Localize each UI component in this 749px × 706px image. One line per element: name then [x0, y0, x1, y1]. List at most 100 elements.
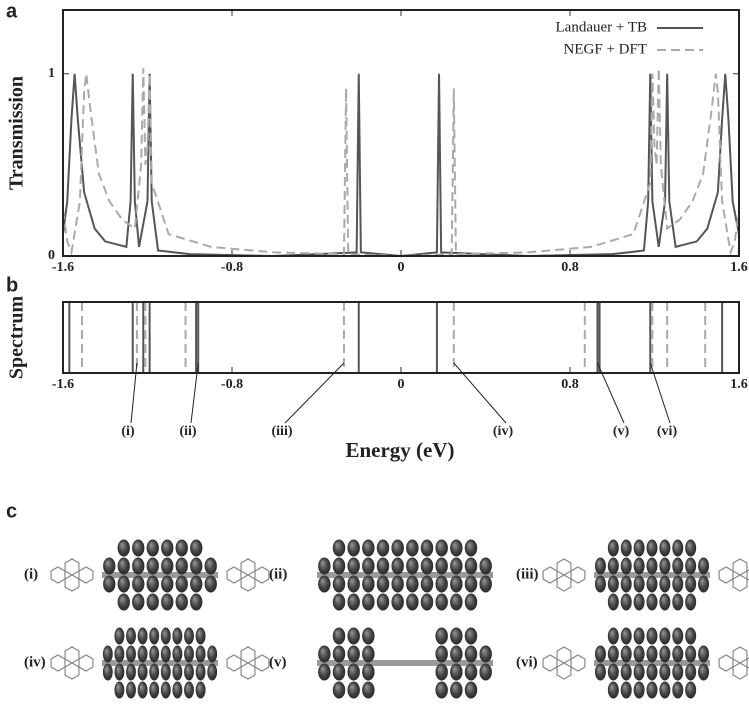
ring	[570, 654, 586, 672]
lobe	[672, 593, 684, 611]
ring	[570, 566, 586, 584]
lobe	[207, 645, 218, 663]
transmission-line	[62, 68, 740, 258]
lobe	[175, 539, 188, 557]
x-tick-label: -1.6	[52, 377, 74, 392]
x-tick-label: 1.6	[730, 377, 748, 392]
lobe	[318, 663, 331, 681]
lobe	[646, 593, 658, 611]
ring	[64, 558, 80, 576]
lobe	[672, 575, 684, 593]
ring	[240, 558, 256, 576]
lobe	[659, 627, 671, 645]
x-axis-label: Energy (eV)	[345, 438, 454, 462]
lobe	[391, 575, 404, 593]
x-tick-label: 0	[398, 377, 405, 392]
lobe	[114, 681, 125, 699]
lobe	[464, 645, 478, 663]
lobe	[146, 575, 159, 593]
annotation-label: (i)	[121, 424, 135, 439]
lobe	[184, 663, 194, 681]
ring	[746, 569, 749, 581]
ring	[226, 654, 242, 672]
lobe	[161, 593, 174, 611]
lobe	[190, 575, 203, 593]
lobe	[698, 575, 710, 593]
lobe	[464, 575, 478, 593]
lobe	[126, 681, 136, 699]
lobe	[464, 681, 478, 699]
lobe	[607, 681, 619, 699]
lobe	[137, 663, 148, 681]
lobe	[149, 627, 160, 645]
lobe	[347, 575, 360, 593]
lobe	[420, 557, 434, 575]
lobe	[332, 627, 346, 645]
annotation-label: (iii)	[272, 424, 293, 439]
ring	[50, 654, 66, 672]
annotation-label: (ii)	[179, 424, 196, 439]
lobe	[137, 681, 148, 699]
lobe	[347, 681, 360, 699]
lobe	[450, 557, 463, 575]
orbital	[50, 539, 270, 611]
lobe	[672, 663, 684, 681]
lobe	[607, 663, 619, 681]
lobe	[376, 539, 390, 557]
annotation-label: (v)	[613, 424, 630, 439]
ring	[254, 566, 270, 584]
lobe	[633, 557, 645, 575]
lobe	[607, 593, 619, 611]
lobe	[146, 557, 159, 575]
lobe	[633, 575, 645, 593]
lobe	[672, 681, 684, 699]
orbital	[542, 539, 749, 611]
lobe	[332, 575, 346, 593]
lobe	[376, 575, 390, 593]
panel-label: c	[6, 500, 17, 522]
y-tick-label: 0	[48, 248, 55, 263]
lobe	[646, 539, 658, 557]
lobe	[685, 627, 697, 645]
lobe	[659, 593, 671, 611]
lobe	[479, 557, 492, 575]
x-tick-label: -0.8	[221, 377, 243, 392]
lobe	[172, 663, 183, 681]
lobe	[195, 645, 206, 663]
lobe	[332, 539, 346, 557]
lobe	[362, 681, 375, 699]
orbital	[542, 627, 749, 699]
lobe	[450, 681, 463, 699]
lobe	[620, 593, 632, 611]
ring	[556, 662, 572, 680]
lobe	[114, 645, 125, 663]
lobe	[479, 645, 492, 663]
lobe	[406, 593, 419, 611]
lobe	[376, 593, 390, 611]
lobe	[633, 627, 645, 645]
lobe	[103, 557, 116, 575]
ring	[732, 558, 748, 576]
lobe	[406, 557, 419, 575]
orbital	[317, 627, 493, 699]
orbital-label: (ii)	[269, 566, 287, 582]
lobe	[161, 575, 174, 593]
lobe	[132, 593, 145, 611]
lobe	[204, 557, 217, 575]
x-tick-label: 0.8	[561, 260, 579, 275]
lobe	[450, 663, 463, 681]
lobe	[435, 539, 448, 557]
lobe	[450, 645, 463, 663]
lobe	[646, 627, 658, 645]
x-tick-label: 1.6	[730, 260, 748, 275]
lobe	[207, 663, 218, 681]
ring	[240, 662, 256, 680]
lobe	[620, 645, 632, 663]
annotation-label: (iv)	[493, 424, 514, 439]
ring	[226, 566, 242, 584]
x-tick-label: -1.6	[52, 260, 74, 275]
lobe	[146, 593, 159, 611]
lobe	[149, 663, 160, 681]
